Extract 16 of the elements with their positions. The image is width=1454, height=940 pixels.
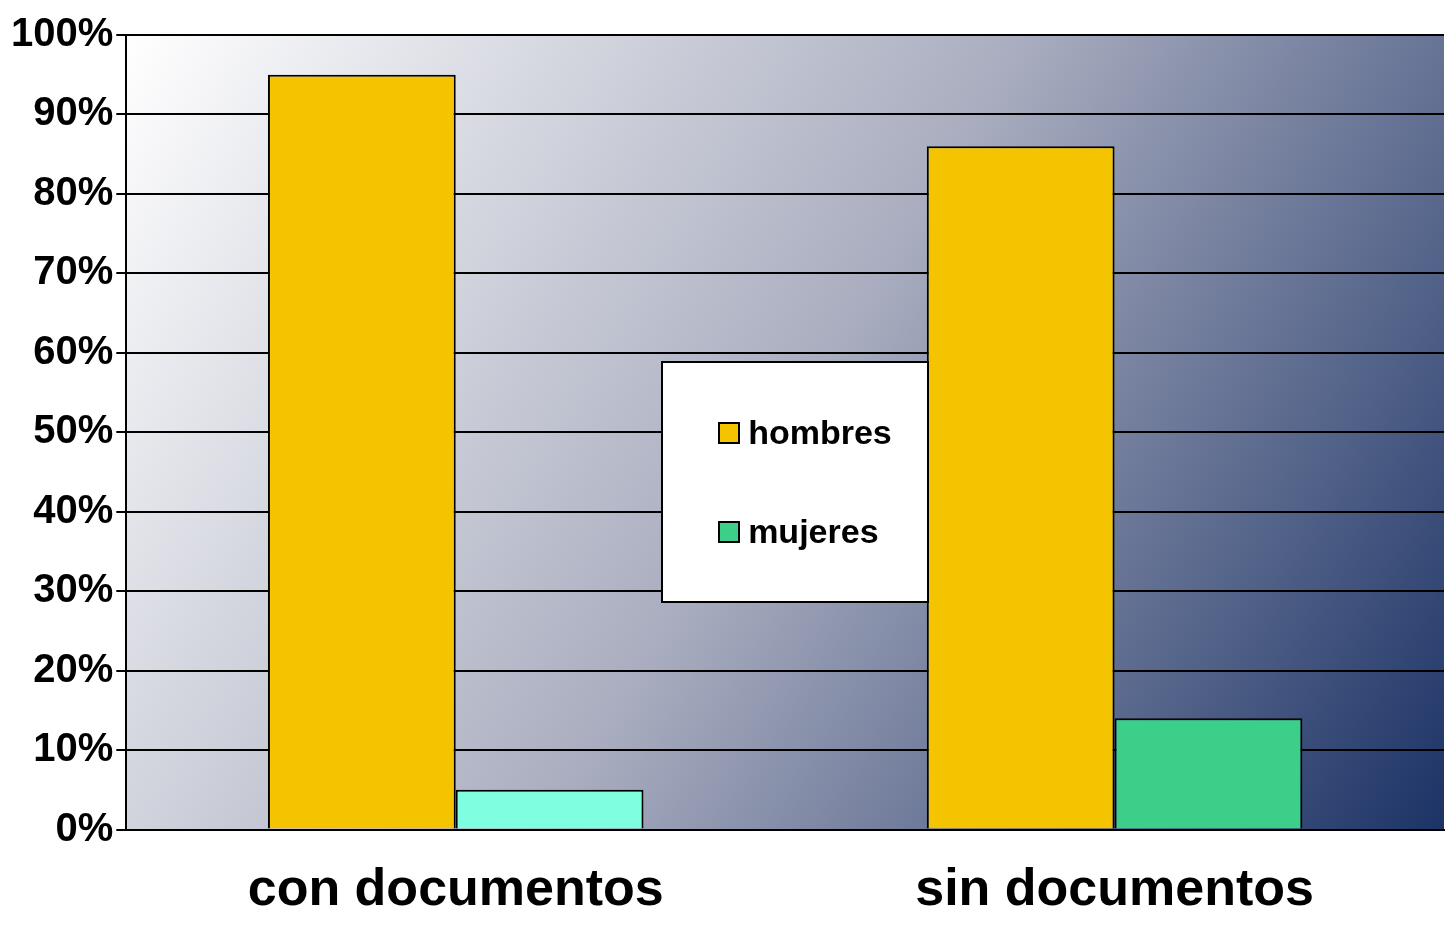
y-tick-label: 30% — [33, 566, 114, 611]
x-tick-label: con documentos — [247, 858, 664, 917]
y-tick-label: 50% — [33, 407, 114, 452]
legend-box: hombres mujeres — [661, 361, 930, 604]
y-tick-label: 40% — [33, 486, 114, 531]
y-tick-label: 90% — [33, 89, 114, 134]
y-tick-label: 60% — [33, 327, 114, 372]
series-label: hombres — [748, 413, 892, 453]
y-tick-label: 70% — [33, 248, 114, 293]
y-tick-label: 0% — [55, 804, 114, 849]
legend-label: mujeres — [748, 512, 879, 552]
x-tick-label: sin documentos — [915, 858, 1314, 917]
y-tick-label: 20% — [33, 645, 114, 690]
y-tick-label: 10% — [33, 725, 114, 770]
y-tick-label: 100% — [10, 10, 114, 55]
y-tick-label: 80% — [33, 168, 114, 213]
